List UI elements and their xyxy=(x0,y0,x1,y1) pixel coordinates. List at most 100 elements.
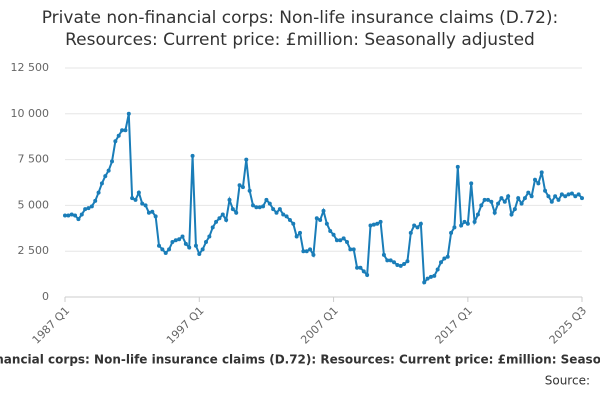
marker xyxy=(227,197,232,202)
marker xyxy=(475,212,480,217)
marker xyxy=(254,205,259,210)
marker xyxy=(143,203,148,208)
marker xyxy=(522,196,527,201)
marker xyxy=(482,197,487,202)
marker xyxy=(381,252,386,257)
marker xyxy=(247,188,252,193)
marker xyxy=(428,274,433,279)
marker xyxy=(157,243,161,248)
marker xyxy=(83,207,88,212)
marker xyxy=(63,213,67,218)
marker xyxy=(519,201,524,206)
marker xyxy=(499,196,504,201)
marker xyxy=(321,208,326,213)
marker xyxy=(298,230,302,235)
x-tick-label: 1987 Q1 xyxy=(30,304,73,347)
marker xyxy=(331,232,336,237)
marker xyxy=(358,265,363,270)
marker xyxy=(536,181,541,186)
marker xyxy=(120,128,125,133)
marker xyxy=(204,240,208,245)
marker xyxy=(318,218,323,223)
marker xyxy=(126,111,131,116)
marker xyxy=(462,219,467,224)
marker xyxy=(140,201,145,206)
marker xyxy=(79,212,84,217)
marker xyxy=(150,209,155,214)
marker xyxy=(110,159,114,164)
marker xyxy=(180,234,185,239)
marker xyxy=(177,237,182,242)
marker xyxy=(355,265,360,270)
marker xyxy=(160,247,165,252)
marker xyxy=(539,170,544,175)
marker xyxy=(449,230,454,235)
marker xyxy=(556,197,561,202)
marker xyxy=(465,221,470,226)
marker xyxy=(425,276,430,281)
marker xyxy=(432,273,437,278)
marker xyxy=(345,240,349,245)
marker xyxy=(284,214,289,219)
source: Source: xyxy=(545,374,590,388)
marker xyxy=(170,240,175,245)
chart-title: Private non-financial corps: Non-life in… xyxy=(42,8,559,28)
marker xyxy=(224,218,229,223)
marker xyxy=(422,280,427,285)
marker xyxy=(402,262,407,267)
marker xyxy=(435,267,440,272)
marker xyxy=(200,247,205,252)
marker xyxy=(190,153,195,158)
marker xyxy=(442,256,447,261)
marker xyxy=(408,230,413,235)
marker xyxy=(543,188,548,193)
y-tick-label: 7 500 xyxy=(18,153,50,166)
line xyxy=(65,113,583,285)
marker xyxy=(566,192,571,197)
marker xyxy=(361,269,366,274)
marker xyxy=(549,199,554,204)
marker xyxy=(512,207,517,212)
marker xyxy=(516,196,521,201)
marker xyxy=(341,236,346,241)
marker xyxy=(93,198,98,203)
marker xyxy=(220,212,225,217)
marker xyxy=(187,245,192,250)
y-tick-label: 0 xyxy=(42,290,49,303)
marker xyxy=(573,194,578,199)
y-tick-label: 10 000 xyxy=(11,107,50,120)
y-tick-label: 5 000 xyxy=(18,198,50,211)
marker xyxy=(314,216,319,221)
marker xyxy=(261,204,266,209)
marker xyxy=(163,251,168,256)
marker xyxy=(210,225,215,230)
marker xyxy=(479,203,484,208)
marker xyxy=(529,194,534,199)
marker xyxy=(392,260,396,265)
marker xyxy=(193,243,198,248)
marker xyxy=(328,229,333,234)
marker xyxy=(294,234,299,239)
marker xyxy=(469,181,474,186)
marker xyxy=(533,177,537,182)
marker xyxy=(580,196,584,201)
marker xyxy=(368,223,373,228)
marker xyxy=(348,247,353,252)
y-tick-label: 12 500 xyxy=(11,61,50,74)
marker xyxy=(569,191,574,196)
x-tick-label: 2017 Q1 xyxy=(433,304,476,347)
marker xyxy=(405,259,410,264)
marker xyxy=(89,204,94,209)
y-tick-label: 2 500 xyxy=(18,244,50,257)
marker xyxy=(526,190,531,195)
marker xyxy=(251,203,255,208)
marker xyxy=(502,199,507,204)
marker xyxy=(240,185,245,190)
marker xyxy=(86,206,91,211)
marker xyxy=(301,249,306,254)
marker xyxy=(116,133,121,138)
marker xyxy=(123,128,128,133)
marker xyxy=(563,194,568,199)
marker xyxy=(130,196,135,201)
marker xyxy=(103,174,108,179)
